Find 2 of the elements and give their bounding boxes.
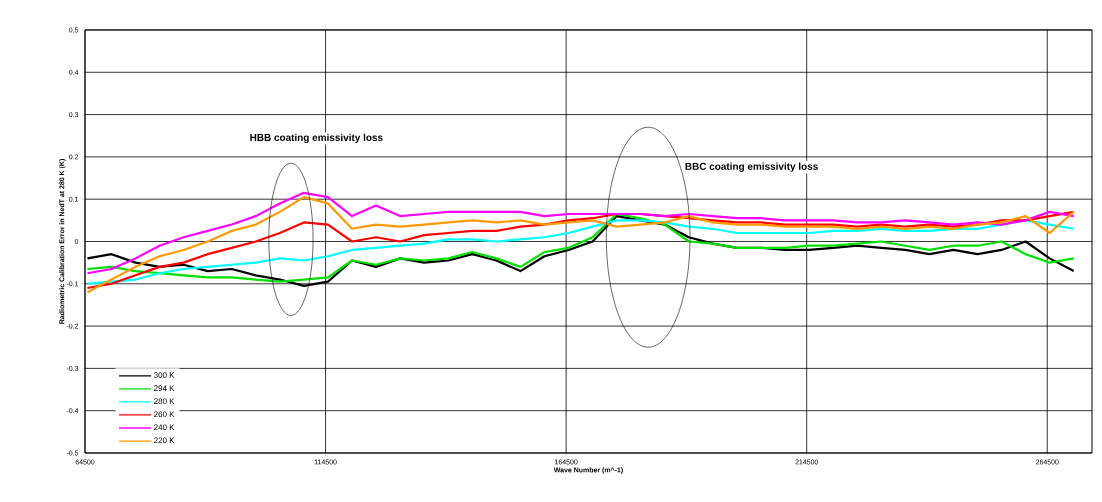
annotation: HBB coating emissivity loss — [250, 133, 383, 144]
annotation: BBC coating emissivity loss — [685, 162, 818, 172]
